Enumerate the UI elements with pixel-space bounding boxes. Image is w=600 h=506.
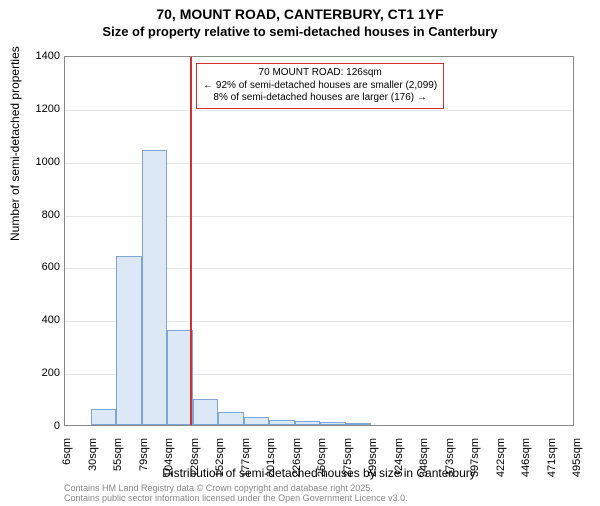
xtick-label: 128sqm <box>189 438 201 488</box>
xtick-label: 397sqm <box>469 438 481 488</box>
ytick-label: 600 <box>10 261 60 273</box>
xtick-label: 324sqm <box>393 438 405 488</box>
plot-area: 70 MOUNT ROAD: 126sqm← 92% of semi-detac… <box>64 56 574 426</box>
xtick-label: 55sqm <box>112 438 124 488</box>
annotation-line2: ← 92% of semi-detached houses are smalle… <box>203 80 437 93</box>
xtick-label: 226sqm <box>291 438 303 488</box>
xtick-label: 471sqm <box>546 438 558 488</box>
xtick-label: 201sqm <box>265 438 277 488</box>
ytick-label: 1200 <box>10 103 60 115</box>
xtick-label: 373sqm <box>444 438 456 488</box>
xtick-label: 348sqm <box>418 438 430 488</box>
xtick-label: 446sqm <box>520 438 532 488</box>
xtick-label: 495sqm <box>571 438 583 488</box>
histogram-bar <box>91 409 117 425</box>
xtick-label: 152sqm <box>214 438 226 488</box>
xtick-label: 6sqm <box>61 438 73 488</box>
xtick-label: 299sqm <box>367 438 379 488</box>
histogram-bar <box>320 422 346 425</box>
ytick-label: 0 <box>10 420 60 432</box>
ytick-label: 1000 <box>10 156 60 168</box>
gridline <box>65 110 573 111</box>
ytick-label: 1400 <box>10 50 60 62</box>
chart-title-line1: 70, MOUNT ROAD, CANTERBURY, CT1 1YF <box>0 6 600 22</box>
x-axis-label: Distribution of semi-detached houses by … <box>64 466 574 480</box>
annotation-line1: 70 MOUNT ROAD: 126sqm <box>203 67 437 80</box>
xtick-label: 250sqm <box>316 438 328 488</box>
xtick-label: 422sqm <box>495 438 507 488</box>
histogram-bar <box>167 330 193 425</box>
xtick-label: 104sqm <box>163 438 175 488</box>
xtick-label: 177sqm <box>240 438 252 488</box>
ytick-label: 200 <box>10 367 60 379</box>
histogram-bar <box>269 420 295 425</box>
xtick-label: 275sqm <box>342 438 354 488</box>
chart-title-line2: Size of property relative to semi-detach… <box>0 24 600 39</box>
footer-credits: Contains HM Land Registry data © Crown c… <box>64 484 408 504</box>
footer-line2: Contains public sector information licen… <box>64 494 408 504</box>
histogram-bar <box>218 412 244 425</box>
annotation-line3: 8% of semi-detached houses are larger (1… <box>203 92 437 105</box>
marker-line <box>190 57 192 425</box>
xtick-label: 30sqm <box>87 438 99 488</box>
annotation-box: 70 MOUNT ROAD: 126sqm← 92% of semi-detac… <box>196 63 444 109</box>
ytick-label: 800 <box>10 209 60 221</box>
histogram-bar <box>142 150 168 425</box>
histogram-bar <box>116 256 142 425</box>
histogram-bar <box>193 399 219 425</box>
histogram-bar <box>244 417 270 425</box>
xtick-label: 79sqm <box>138 438 150 488</box>
histogram-bar <box>295 421 321 425</box>
ytick-label: 400 <box>10 314 60 326</box>
histogram-bar <box>346 423 372 425</box>
